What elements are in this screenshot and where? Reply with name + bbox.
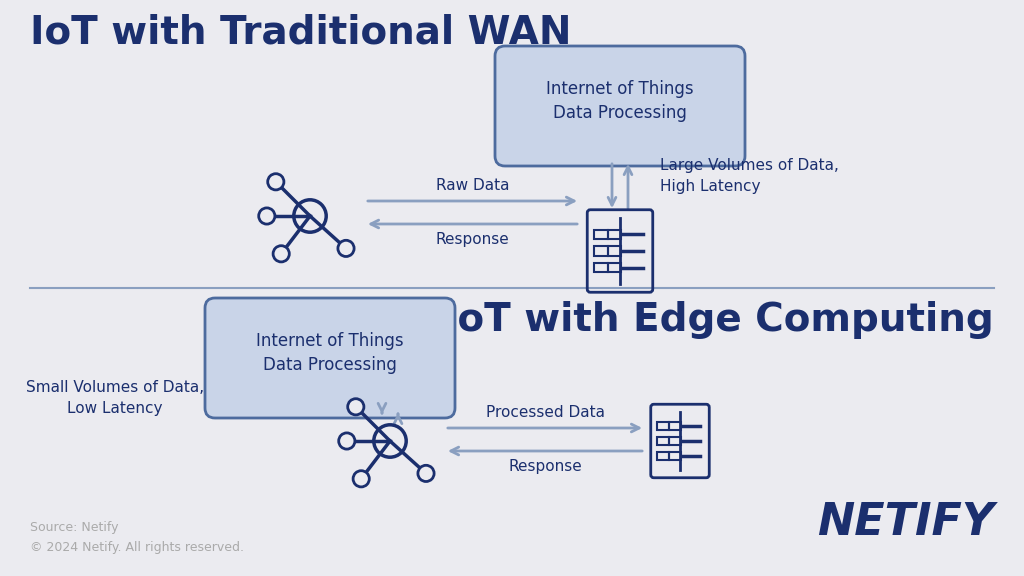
Circle shape — [339, 433, 355, 449]
Circle shape — [418, 465, 434, 482]
Text: Source: Netify
© 2024 Netify. All rights reserved.: Source: Netify © 2024 Netify. All rights… — [30, 521, 244, 554]
Text: IoT with Traditional WAN: IoT with Traditional WAN — [30, 14, 571, 52]
Text: IoT with Edge Computing: IoT with Edge Computing — [443, 301, 994, 339]
Circle shape — [267, 174, 284, 190]
Text: Response: Response — [508, 459, 582, 474]
Text: Raw Data: Raw Data — [436, 178, 509, 193]
Text: Internet of Things
Data Processing: Internet of Things Data Processing — [256, 332, 403, 374]
Text: Large Volumes of Data,
High Latency: Large Volumes of Data, High Latency — [660, 158, 839, 194]
Circle shape — [273, 246, 290, 262]
Text: Response: Response — [435, 232, 509, 247]
Circle shape — [348, 399, 364, 415]
Text: Internet of Things
Data Processing: Internet of Things Data Processing — [546, 79, 694, 123]
Circle shape — [353, 471, 370, 487]
Circle shape — [338, 240, 354, 256]
Text: Processed Data: Processed Data — [485, 405, 604, 420]
Circle shape — [259, 208, 274, 224]
FancyBboxPatch shape — [205, 298, 455, 418]
Text: Small Volumes of Data,
Low Latency: Small Volumes of Data, Low Latency — [26, 380, 204, 416]
Text: NETIFY: NETIFY — [817, 501, 994, 544]
FancyBboxPatch shape — [495, 46, 745, 166]
